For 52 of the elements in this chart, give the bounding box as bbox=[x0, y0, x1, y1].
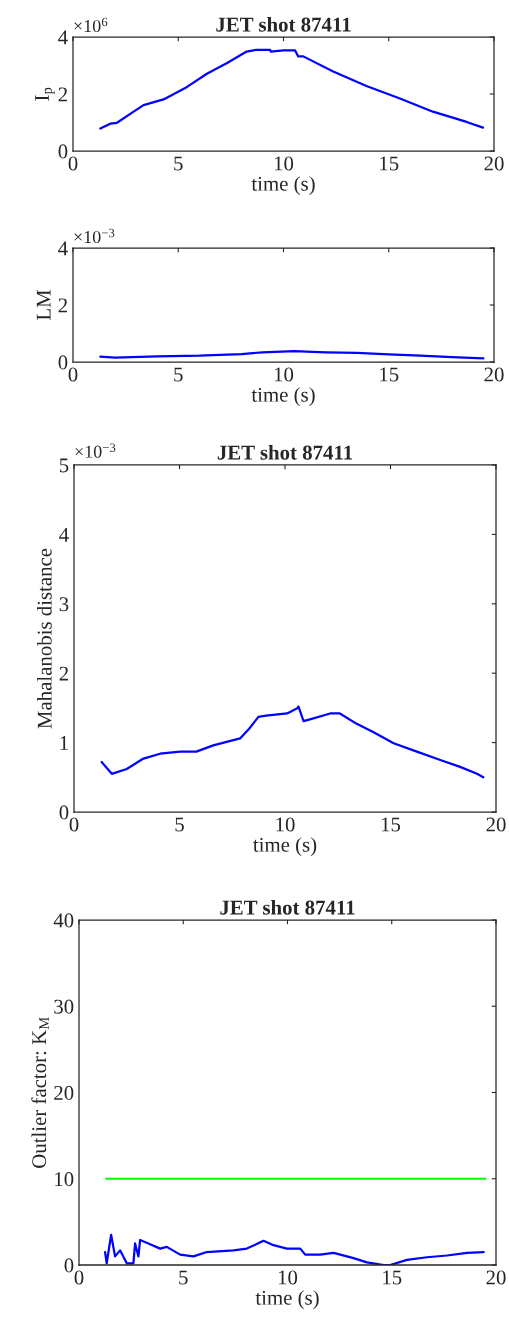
line-series bbox=[99, 350, 485, 360]
y-tick-label: 5 bbox=[59, 458, 69, 473]
x-tick-label: 20 bbox=[484, 156, 504, 171]
y-tick-label: 20 bbox=[54, 1085, 74, 1100]
x-tick-label: 0 bbox=[74, 1270, 84, 1285]
x-tick-label: 10 bbox=[278, 1270, 298, 1285]
text: ×10$^{6}$ bbox=[74, 17, 108, 33]
chart-title: JET shot 87411 bbox=[217, 444, 353, 460]
y-tick-label: 4 bbox=[58, 241, 68, 256]
text: ×10$^{−3}$ bbox=[75, 443, 116, 458]
x-tick-label: 5 bbox=[174, 156, 183, 171]
y-tick-label: 4 bbox=[58, 30, 68, 45]
y-tick-label: 0 bbox=[64, 1258, 74, 1273]
x-axis-title: time (s) bbox=[251, 176, 315, 196]
x-tick-label: 5 bbox=[175, 817, 184, 832]
y-tick-label: 30 bbox=[54, 999, 74, 1014]
y-tick-label: 2 bbox=[58, 298, 67, 313]
y-tick-label: 1 bbox=[60, 736, 68, 750]
x-tick-label: 10 bbox=[274, 367, 294, 382]
line-series bbox=[99, 48, 485, 130]
y-tick-label: 4 bbox=[59, 527, 69, 542]
x-tick-label: 10 bbox=[276, 817, 295, 832]
y-tick-label: 0 bbox=[58, 144, 68, 159]
line-series bbox=[103, 1233, 485, 1265]
text: ×10$^{−3}$ bbox=[74, 228, 115, 244]
y-tick-label: 0 bbox=[58, 355, 68, 370]
y-axis-title: Mahalanobis distance bbox=[37, 548, 52, 729]
x-tick-label: 15 bbox=[380, 367, 399, 382]
chart-title: JET shot 87411 bbox=[216, 16, 351, 32]
chart-title: JET shot 87411 bbox=[220, 899, 355, 915]
x-axis-title: time (s) bbox=[251, 387, 315, 407]
x-axis-title: time (s) bbox=[253, 837, 317, 857]
y-tick-label: 2 bbox=[59, 666, 68, 681]
y-tick-label: 10 bbox=[55, 1172, 74, 1187]
x-tick-label: 20 bbox=[486, 1270, 506, 1285]
x-axis-title: time (s) bbox=[255, 1290, 319, 1310]
y-tick-label: 3 bbox=[59, 597, 69, 612]
x-tick-label: 5 bbox=[179, 1270, 188, 1285]
x-tick-label: 20 bbox=[484, 367, 504, 382]
y-axis-title: LM bbox=[36, 289, 51, 321]
x-tick-label: 10 bbox=[274, 156, 294, 171]
x-tick-label: 20 bbox=[486, 817, 506, 832]
line-series bbox=[100, 705, 485, 779]
x-tick-label: 15 bbox=[383, 1270, 402, 1285]
y-axis-title: Outlier factor: K$_{M}$ bbox=[31, 1017, 49, 1168]
y-tick-label: 2 bbox=[58, 87, 67, 102]
y-axis-title: I$_{p}$ bbox=[35, 87, 55, 101]
y-tick-label: 40 bbox=[53, 913, 74, 928]
x-tick-label: 15 bbox=[381, 817, 401, 832]
y-tick-label: 0 bbox=[59, 805, 69, 820]
x-tick-label: 15 bbox=[380, 156, 399, 171]
x-tick-label: 5 bbox=[174, 367, 183, 382]
